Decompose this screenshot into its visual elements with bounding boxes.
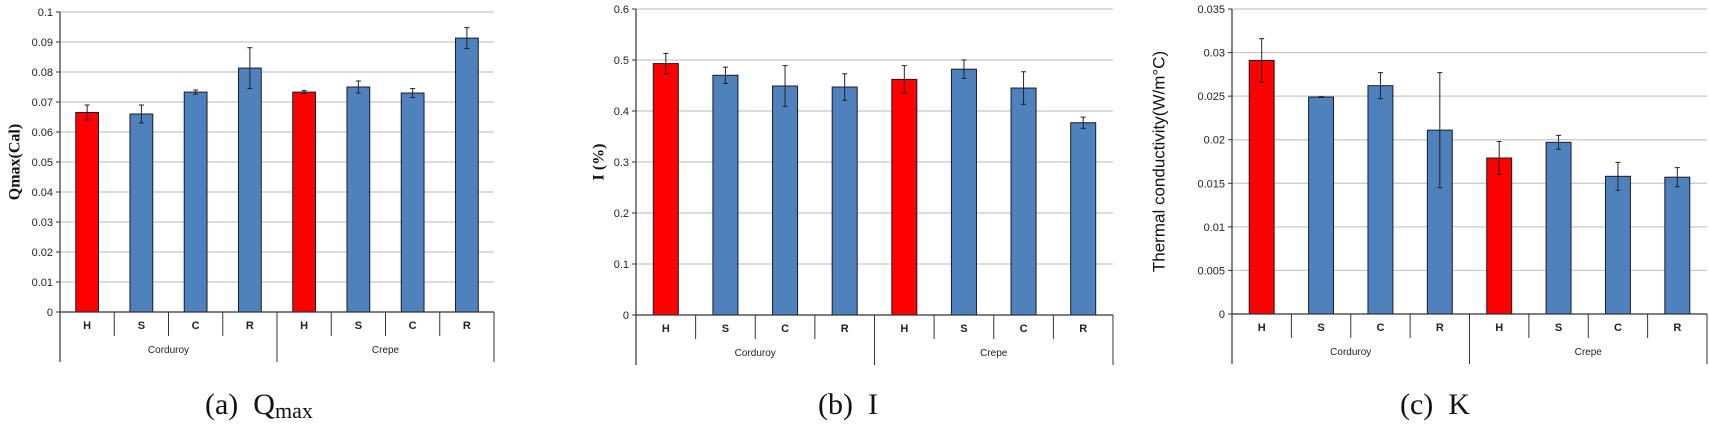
category-label: S [1555, 322, 1562, 334]
caption-c: (c) K [1400, 388, 1470, 422]
caption-b: (b) I [818, 388, 878, 422]
category-label: S [355, 320, 362, 332]
category-label: H [900, 323, 908, 335]
category-label: S [960, 323, 967, 335]
y-tick-label: 0.005 [1197, 265, 1225, 277]
caption-c-main: K [1448, 388, 1470, 421]
y-tick-label: 0.09 [32, 37, 53, 49]
y-tick-label: 0.03 [32, 217, 53, 229]
category-label: C [1614, 322, 1622, 334]
y-tick-label: 0.035 [1197, 4, 1225, 16]
caption-a-sub: max [274, 398, 313, 423]
bar-s [1545, 141, 1572, 315]
y-tick-label: 0.04 [32, 187, 53, 199]
chart-b: 0 0.1 0.2 0.3 0.4 0.5 0.6 H S C R H S C R Corduroy Crepe… [591, 4, 1114, 365]
category-label: C [781, 323, 789, 335]
y-tick-label: 0.3 [614, 157, 629, 169]
bar-h [1248, 59, 1275, 315]
bar-h [1486, 157, 1513, 315]
category-label: H [300, 320, 308, 332]
caption-c-prefix: (c) [1400, 388, 1434, 421]
category-label: R [246, 320, 254, 332]
y-tick-label: 0.07 [32, 97, 53, 109]
y-tick-label: 0.025 [1197, 91, 1225, 103]
bar-h [292, 91, 317, 313]
group-label: Corduroy [735, 348, 776, 359]
group-label: Corduroy [1330, 347, 1371, 358]
y-tick-label: 0.01 [32, 277, 53, 289]
y-tick-label: 0 [623, 310, 629, 322]
bar-s [1308, 96, 1335, 315]
group-label: Corduroy [148, 345, 189, 356]
y-tick-label: 0.2 [614, 208, 629, 220]
bar-h [891, 78, 918, 316]
bar-r [831, 86, 858, 316]
bar-s [129, 113, 154, 313]
bar-r [1070, 122, 1097, 316]
y-tick-label: 0.06 [32, 127, 53, 139]
category-label: C [1020, 323, 1028, 335]
bar-s [346, 86, 371, 313]
caption-b-prefix: (b) [818, 388, 853, 421]
category-label: S [1317, 322, 1324, 334]
y-tick-label: 0.05 [32, 157, 53, 169]
group-label: Crepe [1575, 347, 1603, 358]
y-axis-title: Thermal conductivity(W/m°C) [1149, 51, 1168, 272]
category-label: H [662, 323, 670, 335]
y-tick-label: 0.01 [1204, 222, 1225, 234]
y-tick-label: 0.03 [1204, 48, 1225, 60]
group-label: Crepe [980, 348, 1008, 359]
caption-a: (a) Qmax [205, 388, 313, 424]
bar-c [1010, 87, 1037, 316]
category-label: C [192, 320, 200, 332]
chart-a: 0 0.01 0.02 0.03 0.04 0.05 0.06 0.07 0.08 0.09 0.1… [7, 7, 495, 362]
y-tick-label: 0.1 [38, 7, 53, 19]
bar-r [1664, 176, 1691, 315]
bar-c [400, 92, 425, 313]
category-label: H [1495, 322, 1503, 334]
caption-a-prefix: (a) [205, 388, 239, 421]
y-tick-label: 0.08 [32, 67, 53, 79]
y-tick-label: 0 [47, 307, 53, 319]
category-label: H [1258, 322, 1266, 334]
chart-c: 0 0.005 0.01 0.015 0.02 0.025 0.03 0.035 H S C R H S C… [1149, 4, 1708, 364]
bar-c [1367, 85, 1394, 315]
category-label: S [138, 320, 145, 332]
category-label: R [1436, 322, 1444, 334]
y-tick-label: 0.4 [614, 106, 629, 118]
y-tick-label: 0.1 [614, 259, 629, 271]
bar-c [183, 91, 208, 313]
bar-r [454, 37, 479, 313]
caption-b-main: I [867, 388, 878, 421]
bar-c [772, 85, 799, 316]
y-tick-label: 0.5 [614, 55, 629, 67]
bar-h [652, 63, 679, 316]
y-tick-label: 0.02 [1204, 135, 1225, 147]
bar-h [75, 112, 100, 313]
category-label: S [722, 323, 729, 335]
bar-c [1604, 175, 1631, 315]
category-label: C [409, 320, 417, 332]
y-tick-label: 0.02 [32, 247, 53, 259]
group-label: Crepe [372, 345, 400, 356]
category-label: H [83, 320, 91, 332]
category-label: R [841, 323, 849, 335]
category-label: R [1673, 322, 1681, 334]
bar-s [712, 74, 739, 316]
caption-a-main: Q [253, 388, 275, 421]
y-axis-title: I (%) [591, 144, 608, 181]
category-label: C [1376, 322, 1384, 334]
category-label: R [1079, 323, 1087, 335]
bar-s [950, 68, 977, 316]
y-tick-label: 0.6 [614, 4, 629, 16]
category-label: R [463, 320, 471, 332]
y-axis-title: Qmax(Cal) [7, 124, 24, 200]
y-tick-label: 0.015 [1197, 178, 1225, 190]
bar-r [237, 67, 262, 313]
y-tick-label: 0 [1219, 309, 1225, 321]
